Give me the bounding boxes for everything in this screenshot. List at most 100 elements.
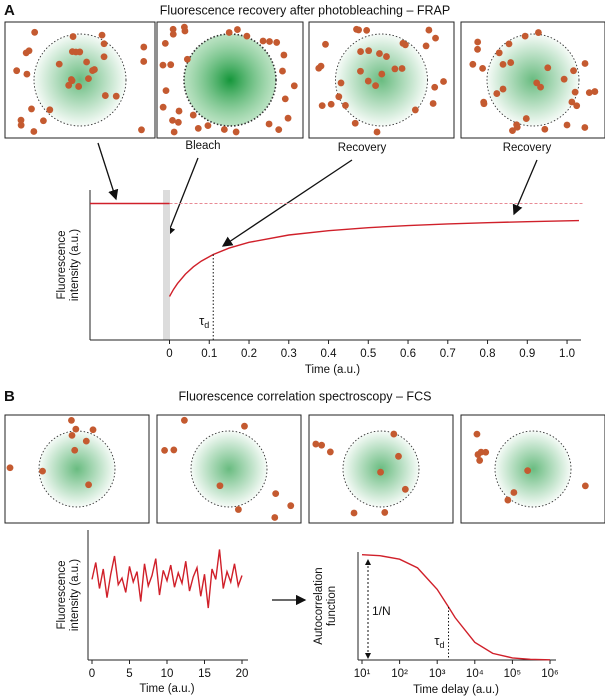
arrow — [165, 157, 199, 238]
molecule — [167, 61, 175, 69]
focal-volume — [494, 430, 572, 508]
molecule — [91, 66, 98, 73]
molecule — [337, 79, 345, 87]
molecule — [281, 95, 289, 103]
molecule — [440, 78, 447, 85]
x-tick-label: 0.3 — [281, 348, 297, 360]
molecule — [373, 128, 381, 136]
molecule — [377, 468, 384, 476]
molecule — [75, 83, 83, 90]
x-tick-label: 0 — [89, 668, 95, 680]
molecule — [138, 126, 145, 134]
molecule — [432, 34, 439, 42]
molecule — [524, 467, 532, 475]
molecule — [161, 446, 168, 454]
molecule — [401, 485, 409, 493]
y-axis-label: Autocorrelation — [313, 567, 325, 644]
arrow — [97, 142, 119, 201]
molecule — [391, 65, 399, 73]
molecule — [234, 26, 241, 33]
x-axis-label: Time delay (a.u.) — [413, 684, 499, 696]
molecule — [170, 446, 178, 454]
focal-volume — [38, 430, 116, 508]
molecule — [175, 107, 183, 115]
bleach-bar — [163, 190, 170, 340]
molecule — [476, 457, 484, 464]
x-tick-label: 0.4 — [321, 348, 338, 360]
focal-volume — [486, 33, 580, 127]
molecule — [570, 67, 577, 75]
molecule — [204, 122, 212, 130]
x-axis-label: Time (a.u.) — [305, 364, 360, 376]
molecule — [169, 30, 177, 38]
molecule — [85, 481, 92, 489]
molecule — [13, 67, 21, 75]
molecule — [335, 93, 343, 101]
molecule — [287, 502, 295, 510]
molecule — [411, 106, 419, 114]
molecule — [322, 40, 329, 48]
molecule — [140, 43, 148, 51]
molecule — [585, 89, 593, 97]
molecule — [68, 416, 75, 424]
molecule — [513, 121, 521, 129]
molecule — [505, 40, 513, 48]
focal-volume — [190, 430, 268, 508]
molecule — [225, 29, 233, 36]
molecule — [522, 115, 530, 122]
molecule — [55, 60, 63, 68]
x-tick-label: 5 — [126, 668, 132, 680]
molecule — [275, 126, 283, 134]
molecule — [40, 117, 47, 125]
molecule — [266, 38, 273, 45]
molecule — [571, 88, 579, 96]
molecule — [474, 38, 482, 46]
molecule — [509, 127, 516, 135]
molecule — [39, 467, 46, 475]
molecule — [159, 61, 167, 69]
molecule — [381, 509, 389, 516]
molecule — [241, 422, 248, 430]
molecule — [85, 75, 92, 83]
data-line — [91, 549, 243, 609]
arrow — [512, 159, 538, 216]
marker-subscript: d — [204, 320, 209, 330]
molecule — [101, 92, 109, 99]
molecule — [318, 102, 326, 110]
molecule — [312, 440, 320, 448]
molecule — [82, 437, 90, 445]
molecule — [279, 67, 286, 75]
y-axis-label: intensity (a.u.) — [69, 229, 81, 301]
molecule — [563, 121, 571, 129]
molecule — [429, 100, 437, 107]
molecule — [112, 92, 120, 100]
molecule — [495, 49, 503, 57]
x-tick-label: 20 — [236, 668, 249, 680]
molecule — [535, 29, 542, 36]
molecule — [194, 124, 202, 132]
molecule — [28, 105, 35, 113]
amplitude-label: 1/N — [372, 604, 391, 618]
marker-symbol: τ — [199, 313, 205, 328]
molecule — [272, 490, 280, 498]
molecule — [477, 448, 485, 456]
molecule — [431, 83, 439, 91]
x-tick-label: 0.2 — [241, 348, 257, 360]
molecule — [364, 77, 372, 85]
molecule — [363, 26, 371, 34]
molecule — [216, 482, 224, 490]
molecule — [395, 452, 402, 460]
molecule — [581, 124, 589, 131]
x-tick-label: 10¹ — [354, 668, 371, 680]
molecule — [499, 85, 507, 93]
x-tick-label: 0.1 — [201, 348, 217, 360]
annotation: Bleach — [185, 140, 220, 152]
molecule — [280, 51, 288, 59]
x-tick-label: 10² — [391, 668, 408, 680]
molecule — [568, 98, 576, 106]
molecule — [100, 53, 108, 61]
molecule — [499, 60, 507, 68]
molecule — [326, 448, 334, 456]
molecule — [169, 116, 176, 124]
molecule — [507, 59, 515, 66]
